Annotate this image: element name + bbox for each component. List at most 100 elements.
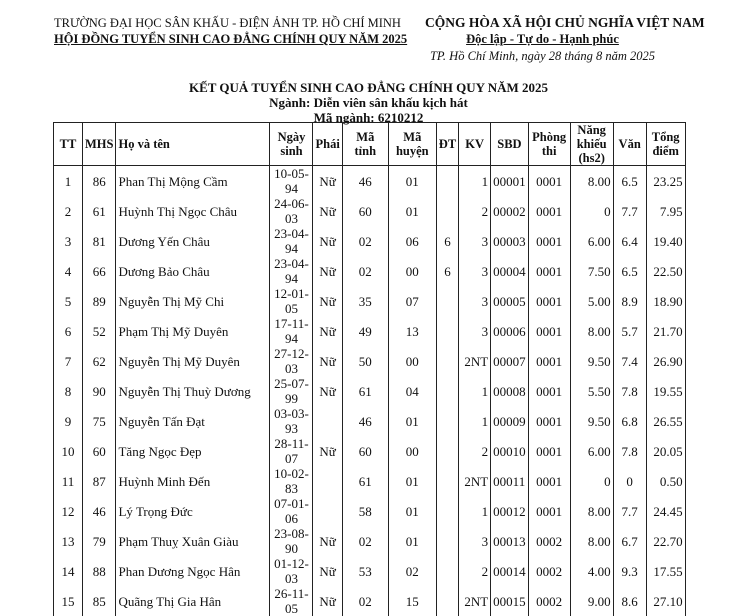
table-cell: 0001 bbox=[527, 376, 571, 406]
table-cell: 01 bbox=[387, 496, 437, 526]
table-cell: 7.7 bbox=[612, 496, 647, 526]
table-cell: 2NT bbox=[458, 346, 492, 376]
table-row: 8 90 Nguyễn Thị Thuỳ Dương 25-07-99 Nữ 61 04 1 0… bbox=[53, 376, 686, 406]
table-cell: 6.7 bbox=[612, 526, 647, 556]
table-cell: 6.4 bbox=[612, 226, 647, 256]
table-cell bbox=[435, 406, 460, 436]
school-name: TRƯỜNG ĐẠI HỌC SÂN KHẤU - ĐIỆN ẢNH TP. H… bbox=[54, 16, 401, 30]
table-cell: 3 bbox=[458, 226, 492, 256]
table-row: 14 88 Phan Dương Ngọc Hân 01-12-03 Nữ 53 02 2 00… bbox=[53, 556, 686, 586]
table-cell: 02 bbox=[341, 256, 389, 286]
table-cell: 0001 bbox=[527, 346, 571, 376]
table-cell: 10 bbox=[53, 436, 83, 466]
table-cell: 24.45 bbox=[645, 496, 686, 526]
table-cell: 0 bbox=[569, 466, 614, 496]
table-cell: 4.00 bbox=[569, 556, 614, 586]
table-cell: 6 bbox=[53, 316, 83, 346]
table-cell: 02 bbox=[387, 556, 437, 586]
table-cell: 19.40 bbox=[645, 226, 686, 256]
table-cell: Lý Trọng Đức bbox=[115, 496, 271, 526]
table-cell: 15 bbox=[387, 586, 437, 616]
table-cell: Huỳnh Thị Ngọc Châu bbox=[115, 196, 271, 226]
table-cell: 22.70 bbox=[645, 526, 686, 556]
table-cell: 10-05-94 bbox=[269, 165, 314, 196]
document-title: KẾT QUẢ TUYỂN SINH CAO ĐẲNG CHÍNH QUY NĂ… bbox=[188, 80, 549, 95]
table-cell: 61 bbox=[341, 466, 389, 496]
table-cell: 23.25 bbox=[645, 165, 686, 196]
table-cell bbox=[435, 436, 460, 466]
table-cell: 61 bbox=[341, 376, 389, 406]
major-code: Mã ngành: 6210212 bbox=[313, 110, 424, 125]
table-cell: 28-11-07 bbox=[269, 436, 314, 466]
table-cell: 6.8 bbox=[612, 406, 647, 436]
table-row: 3 81 Dương Yến Châu 23-04-94 Nữ 02 06 6 3 00003 00… bbox=[53, 226, 686, 256]
table-cell: 6.5 bbox=[612, 165, 647, 196]
table-cell: Nguyễn Thị Thuỳ Dương bbox=[115, 376, 271, 406]
table-cell: Nữ bbox=[312, 586, 343, 616]
table-cell: Phan Thị Mộng Cầm bbox=[115, 165, 271, 196]
table-cell bbox=[435, 466, 460, 496]
table-cell: Nữ bbox=[312, 556, 343, 586]
table-cell: 13 bbox=[387, 316, 437, 346]
table-cell: 6.00 bbox=[569, 226, 614, 256]
table-cell bbox=[435, 165, 460, 196]
table-cell: 9.00 bbox=[569, 586, 614, 616]
table-cell: 24-06-03 bbox=[269, 196, 314, 226]
table-cell: 20.05 bbox=[645, 436, 686, 466]
table-cell: 9.50 bbox=[569, 406, 614, 436]
table-cell: Nữ bbox=[312, 526, 343, 556]
table-cell: 14 bbox=[53, 556, 83, 586]
table-cell: 6.00 bbox=[569, 436, 614, 466]
table-cell bbox=[435, 316, 460, 346]
table-cell: 5.50 bbox=[569, 376, 614, 406]
table-cell: 46 bbox=[341, 406, 389, 436]
council-name: HỘI ĐỒNG TUYỂN SINH CAO ĐẲNG CHÍNH QUY N… bbox=[54, 32, 408, 46]
table-cell: Nữ bbox=[312, 346, 343, 376]
table-cell: 00007 bbox=[490, 346, 529, 376]
table-cell: 62 bbox=[81, 346, 117, 376]
column-header: Phái bbox=[312, 122, 343, 166]
table-cell: Nữ bbox=[312, 286, 343, 316]
table-cell: 5.7 bbox=[612, 316, 647, 346]
table-cell: 35 bbox=[341, 286, 389, 316]
table-cell: 2 bbox=[53, 196, 83, 226]
table-cell: 3 bbox=[458, 316, 492, 346]
table-cell: 0002 bbox=[527, 526, 571, 556]
table-cell: 8 bbox=[53, 376, 83, 406]
column-header: TT bbox=[53, 122, 83, 166]
table-row: 4 66 Dương Bảo Châu 23-04-94 Nữ 02 00 6 3 00004 00… bbox=[53, 256, 686, 286]
table-cell: 7.7 bbox=[612, 196, 647, 226]
table-cell: 04 bbox=[387, 376, 437, 406]
table-cell: 00002 bbox=[490, 196, 529, 226]
table-cell: 01 bbox=[387, 526, 437, 556]
table-cell: Nữ bbox=[312, 226, 343, 256]
table-cell: 00003 bbox=[490, 226, 529, 256]
table-cell: 81 bbox=[81, 226, 117, 256]
table-cell: 8.00 bbox=[569, 165, 614, 196]
table-cell: 17-11-94 bbox=[269, 316, 314, 346]
table-cell bbox=[435, 556, 460, 586]
table-cell: 6 bbox=[435, 226, 460, 256]
table-cell: 2NT bbox=[458, 466, 492, 496]
table-cell: Phạm Thuỵ Xuân Giàu bbox=[115, 526, 271, 556]
nation-title: CỘNG HÒA XÃ HỘI CHỦ NGHĨA VIỆT NAM bbox=[425, 15, 705, 30]
table-cell: 7.95 bbox=[645, 196, 686, 226]
table-row: 5 89 Nguyễn Thị Mỹ Chi 12-01-05 Nữ 35 07 3 00005… bbox=[53, 286, 686, 316]
table-cell: 46 bbox=[81, 496, 117, 526]
table-cell: Quãng Thị Gia Hân bbox=[115, 586, 271, 616]
table-cell: 60 bbox=[341, 196, 389, 226]
table-cell: 06 bbox=[387, 226, 437, 256]
table-row: 13 79 Phạm Thuỵ Xuân Giàu 23-08-90 Nữ 02 01 3 00… bbox=[53, 526, 686, 556]
table-cell: 07 bbox=[387, 286, 437, 316]
table-cell: 01 bbox=[387, 196, 437, 226]
column-header: Mã tỉnh bbox=[341, 122, 389, 166]
table-cell: 00008 bbox=[490, 376, 529, 406]
table-row: 12 46 Lý Trọng Đức 07-01-06 58 01 1 00012 0001 8.… bbox=[53, 496, 686, 526]
table-cell: 9.3 bbox=[612, 556, 647, 586]
table-cell: 52 bbox=[81, 316, 117, 346]
table-cell: 8.9 bbox=[612, 286, 647, 316]
table-cell: 66 bbox=[81, 256, 117, 286]
table-cell: 23-04-94 bbox=[269, 226, 314, 256]
table-cell: 27.10 bbox=[645, 586, 686, 616]
table-cell: Dương Yến Châu bbox=[115, 226, 271, 256]
